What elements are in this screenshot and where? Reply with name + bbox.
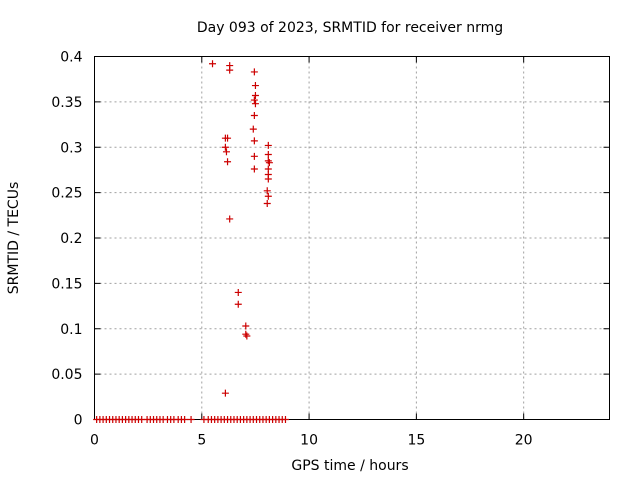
data-point	[234, 288, 242, 296]
grid	[94, 56, 610, 420]
data-point	[264, 141, 272, 149]
x-tick-label: 5	[197, 433, 206, 449]
x-tick-label: 10	[300, 433, 318, 449]
data-point	[222, 148, 230, 156]
data-point	[250, 152, 258, 160]
data-point	[243, 332, 251, 340]
data-point	[249, 125, 257, 133]
data-point	[251, 82, 259, 90]
y-tick-label: 0.15	[51, 276, 82, 292]
data-point	[250, 111, 258, 119]
data-point	[251, 92, 259, 100]
y-tick-label: 0.3	[60, 140, 82, 156]
data-point	[221, 389, 229, 397]
data-point	[224, 158, 232, 166]
data-point	[224, 134, 232, 142]
y-axis-label: SRMTID / TECUs	[6, 182, 22, 295]
data-point	[264, 151, 272, 159]
data-point	[265, 159, 273, 167]
data-point	[226, 215, 234, 223]
data-point	[250, 96, 258, 104]
chart-title: Day 093 of 2023, SRMTID for receiver nrm…	[197, 20, 503, 36]
data-point	[209, 60, 217, 68]
data-point	[250, 68, 258, 76]
y-tick-label: 0	[74, 413, 83, 429]
data-point	[242, 322, 250, 330]
y-tick-label: 0.1	[60, 322, 82, 338]
y-tick-label: 0.2	[60, 231, 82, 247]
data-point	[221, 143, 229, 151]
data-point	[250, 165, 258, 173]
data-point	[264, 192, 272, 200]
y-tick-label: 0.4	[60, 50, 82, 66]
data-point	[181, 416, 189, 423]
x-tick-label: 0	[90, 433, 99, 449]
data-point	[226, 66, 234, 74]
y-tick-label: 0.05	[51, 367, 82, 383]
x-axis-label: GPS time / hours	[291, 458, 408, 474]
data-point	[234, 300, 242, 308]
data-point	[187, 416, 195, 423]
data-point	[250, 137, 258, 145]
data-points	[93, 60, 289, 423]
y-tick-label: 0.35	[51, 95, 82, 111]
data-point	[263, 187, 271, 195]
x-tick-label: 20	[515, 433, 533, 449]
data-point	[281, 416, 289, 423]
data-point	[264, 175, 272, 183]
data-point	[251, 100, 259, 108]
x-tick-label: 15	[407, 433, 425, 449]
data-point	[263, 200, 271, 208]
y-tick-label: 0.25	[51, 186, 82, 202]
